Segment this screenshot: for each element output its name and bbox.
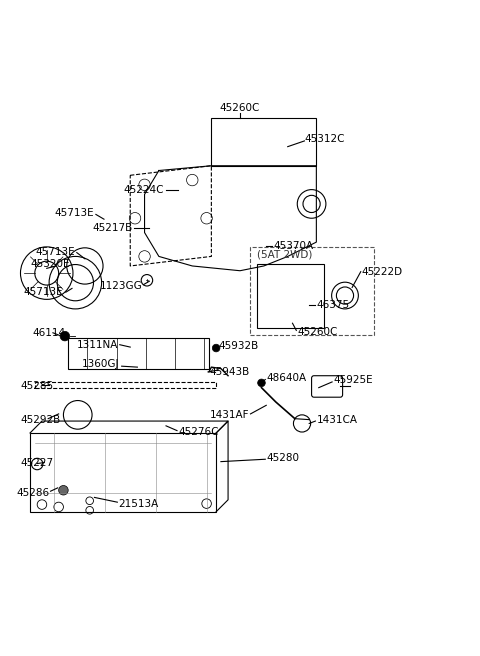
Bar (35, 382, 216, 388)
Text: 45224C: 45224C (123, 184, 164, 195)
Text: 45713E: 45713E (36, 247, 75, 256)
Circle shape (212, 344, 220, 352)
Circle shape (59, 485, 68, 495)
Text: 45320E: 45320E (30, 258, 70, 268)
Bar (257, 264, 324, 328)
Bar (68, 338, 209, 369)
Text: 45370A: 45370A (274, 241, 313, 251)
Circle shape (60, 331, 70, 341)
Text: 45227: 45227 (21, 458, 54, 468)
Text: 1431AF: 1431AF (210, 410, 250, 420)
Text: 45943B: 45943B (209, 367, 249, 377)
Text: 45285: 45285 (21, 381, 54, 391)
Text: 45713E: 45713E (24, 287, 63, 297)
Text: (5AT 2WD): (5AT 2WD) (257, 249, 312, 259)
Text: 45312C: 45312C (304, 134, 345, 144)
Bar (211, 118, 316, 166)
Text: 1360GJ: 1360GJ (82, 359, 120, 369)
Text: 21513A: 21513A (118, 499, 158, 508)
Text: 45222D: 45222D (362, 267, 403, 277)
Circle shape (258, 379, 265, 386)
Text: 45280: 45280 (266, 453, 299, 462)
Text: 1123GG: 1123GG (99, 281, 142, 291)
Text: 1431CA: 1431CA (316, 415, 357, 424)
Text: 45260C: 45260C (297, 327, 337, 337)
Text: 45260C: 45260C (220, 104, 260, 113)
Text: 45276C: 45276C (178, 426, 218, 436)
Text: 46114: 46114 (33, 328, 66, 338)
Bar (30, 433, 216, 512)
Text: 45713E: 45713E (55, 209, 95, 218)
Text: 45932B: 45932B (218, 341, 259, 351)
Text: 45292B: 45292B (21, 415, 61, 425)
Text: 46375: 46375 (316, 300, 349, 310)
Text: 1311NA: 1311NA (77, 340, 118, 350)
Text: 45217B: 45217B (92, 223, 132, 233)
Text: 45286: 45286 (16, 487, 49, 498)
Text: 48640A: 48640A (266, 373, 306, 383)
Text: 45925E: 45925E (333, 375, 372, 386)
